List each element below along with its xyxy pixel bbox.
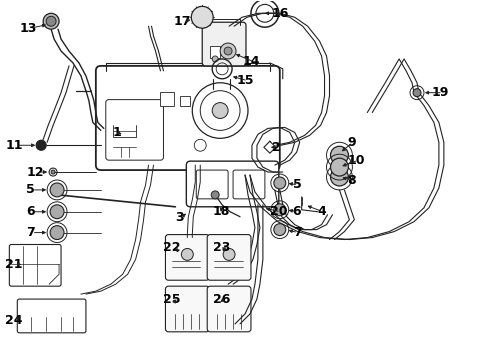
FancyBboxPatch shape [165,286,209,332]
FancyBboxPatch shape [96,66,279,170]
Circle shape [50,205,64,219]
Text: 24: 24 [5,314,23,327]
Text: 8: 8 [346,174,355,186]
Bar [160,92,174,105]
Text: 14: 14 [243,55,260,68]
Bar [210,46,220,58]
Text: 19: 19 [431,86,448,99]
Circle shape [212,56,218,62]
Text: 21: 21 [5,258,23,271]
Circle shape [220,43,236,59]
Text: 25: 25 [163,293,181,306]
Circle shape [211,191,219,199]
FancyBboxPatch shape [207,235,250,280]
Circle shape [43,13,59,29]
Text: 22: 22 [163,241,181,254]
Circle shape [273,224,285,235]
Bar [180,96,190,105]
Text: 4: 4 [317,205,325,218]
Text: 7: 7 [26,226,35,239]
Circle shape [412,89,420,96]
Text: 9: 9 [346,136,355,149]
Text: 26: 26 [213,293,230,306]
Text: 17: 17 [173,15,190,28]
FancyBboxPatch shape [196,170,227,199]
Circle shape [330,158,347,176]
Text: 5: 5 [26,184,35,197]
Text: 15: 15 [237,74,254,87]
Circle shape [273,177,285,189]
Text: 1: 1 [113,126,121,139]
FancyBboxPatch shape [233,170,264,199]
Circle shape [330,168,347,186]
Text: 16: 16 [271,7,288,20]
Circle shape [330,146,347,164]
Circle shape [223,248,235,260]
Text: 10: 10 [346,154,364,167]
Circle shape [191,6,213,28]
Text: 18: 18 [212,205,229,218]
Circle shape [50,183,64,197]
FancyBboxPatch shape [186,161,278,207]
Circle shape [224,47,232,55]
Text: 12: 12 [26,166,43,179]
Text: 6: 6 [292,205,301,218]
FancyBboxPatch shape [165,235,209,280]
Circle shape [212,103,227,118]
FancyBboxPatch shape [207,286,250,332]
FancyBboxPatch shape [17,299,86,333]
Circle shape [46,16,56,26]
Text: 20: 20 [269,205,287,218]
Circle shape [51,170,55,174]
Text: 23: 23 [213,241,230,254]
Circle shape [50,226,64,239]
Text: 11: 11 [5,139,23,152]
Circle shape [181,248,193,260]
Circle shape [273,204,285,216]
Text: 5: 5 [292,179,301,192]
Text: 2: 2 [271,141,280,154]
FancyBboxPatch shape [9,244,61,286]
Circle shape [36,140,46,150]
FancyBboxPatch shape [105,100,163,160]
Text: 3: 3 [175,211,183,224]
FancyBboxPatch shape [202,22,245,66]
Text: 6: 6 [26,205,35,218]
Text: 13: 13 [19,22,37,35]
Text: 7: 7 [292,226,301,239]
